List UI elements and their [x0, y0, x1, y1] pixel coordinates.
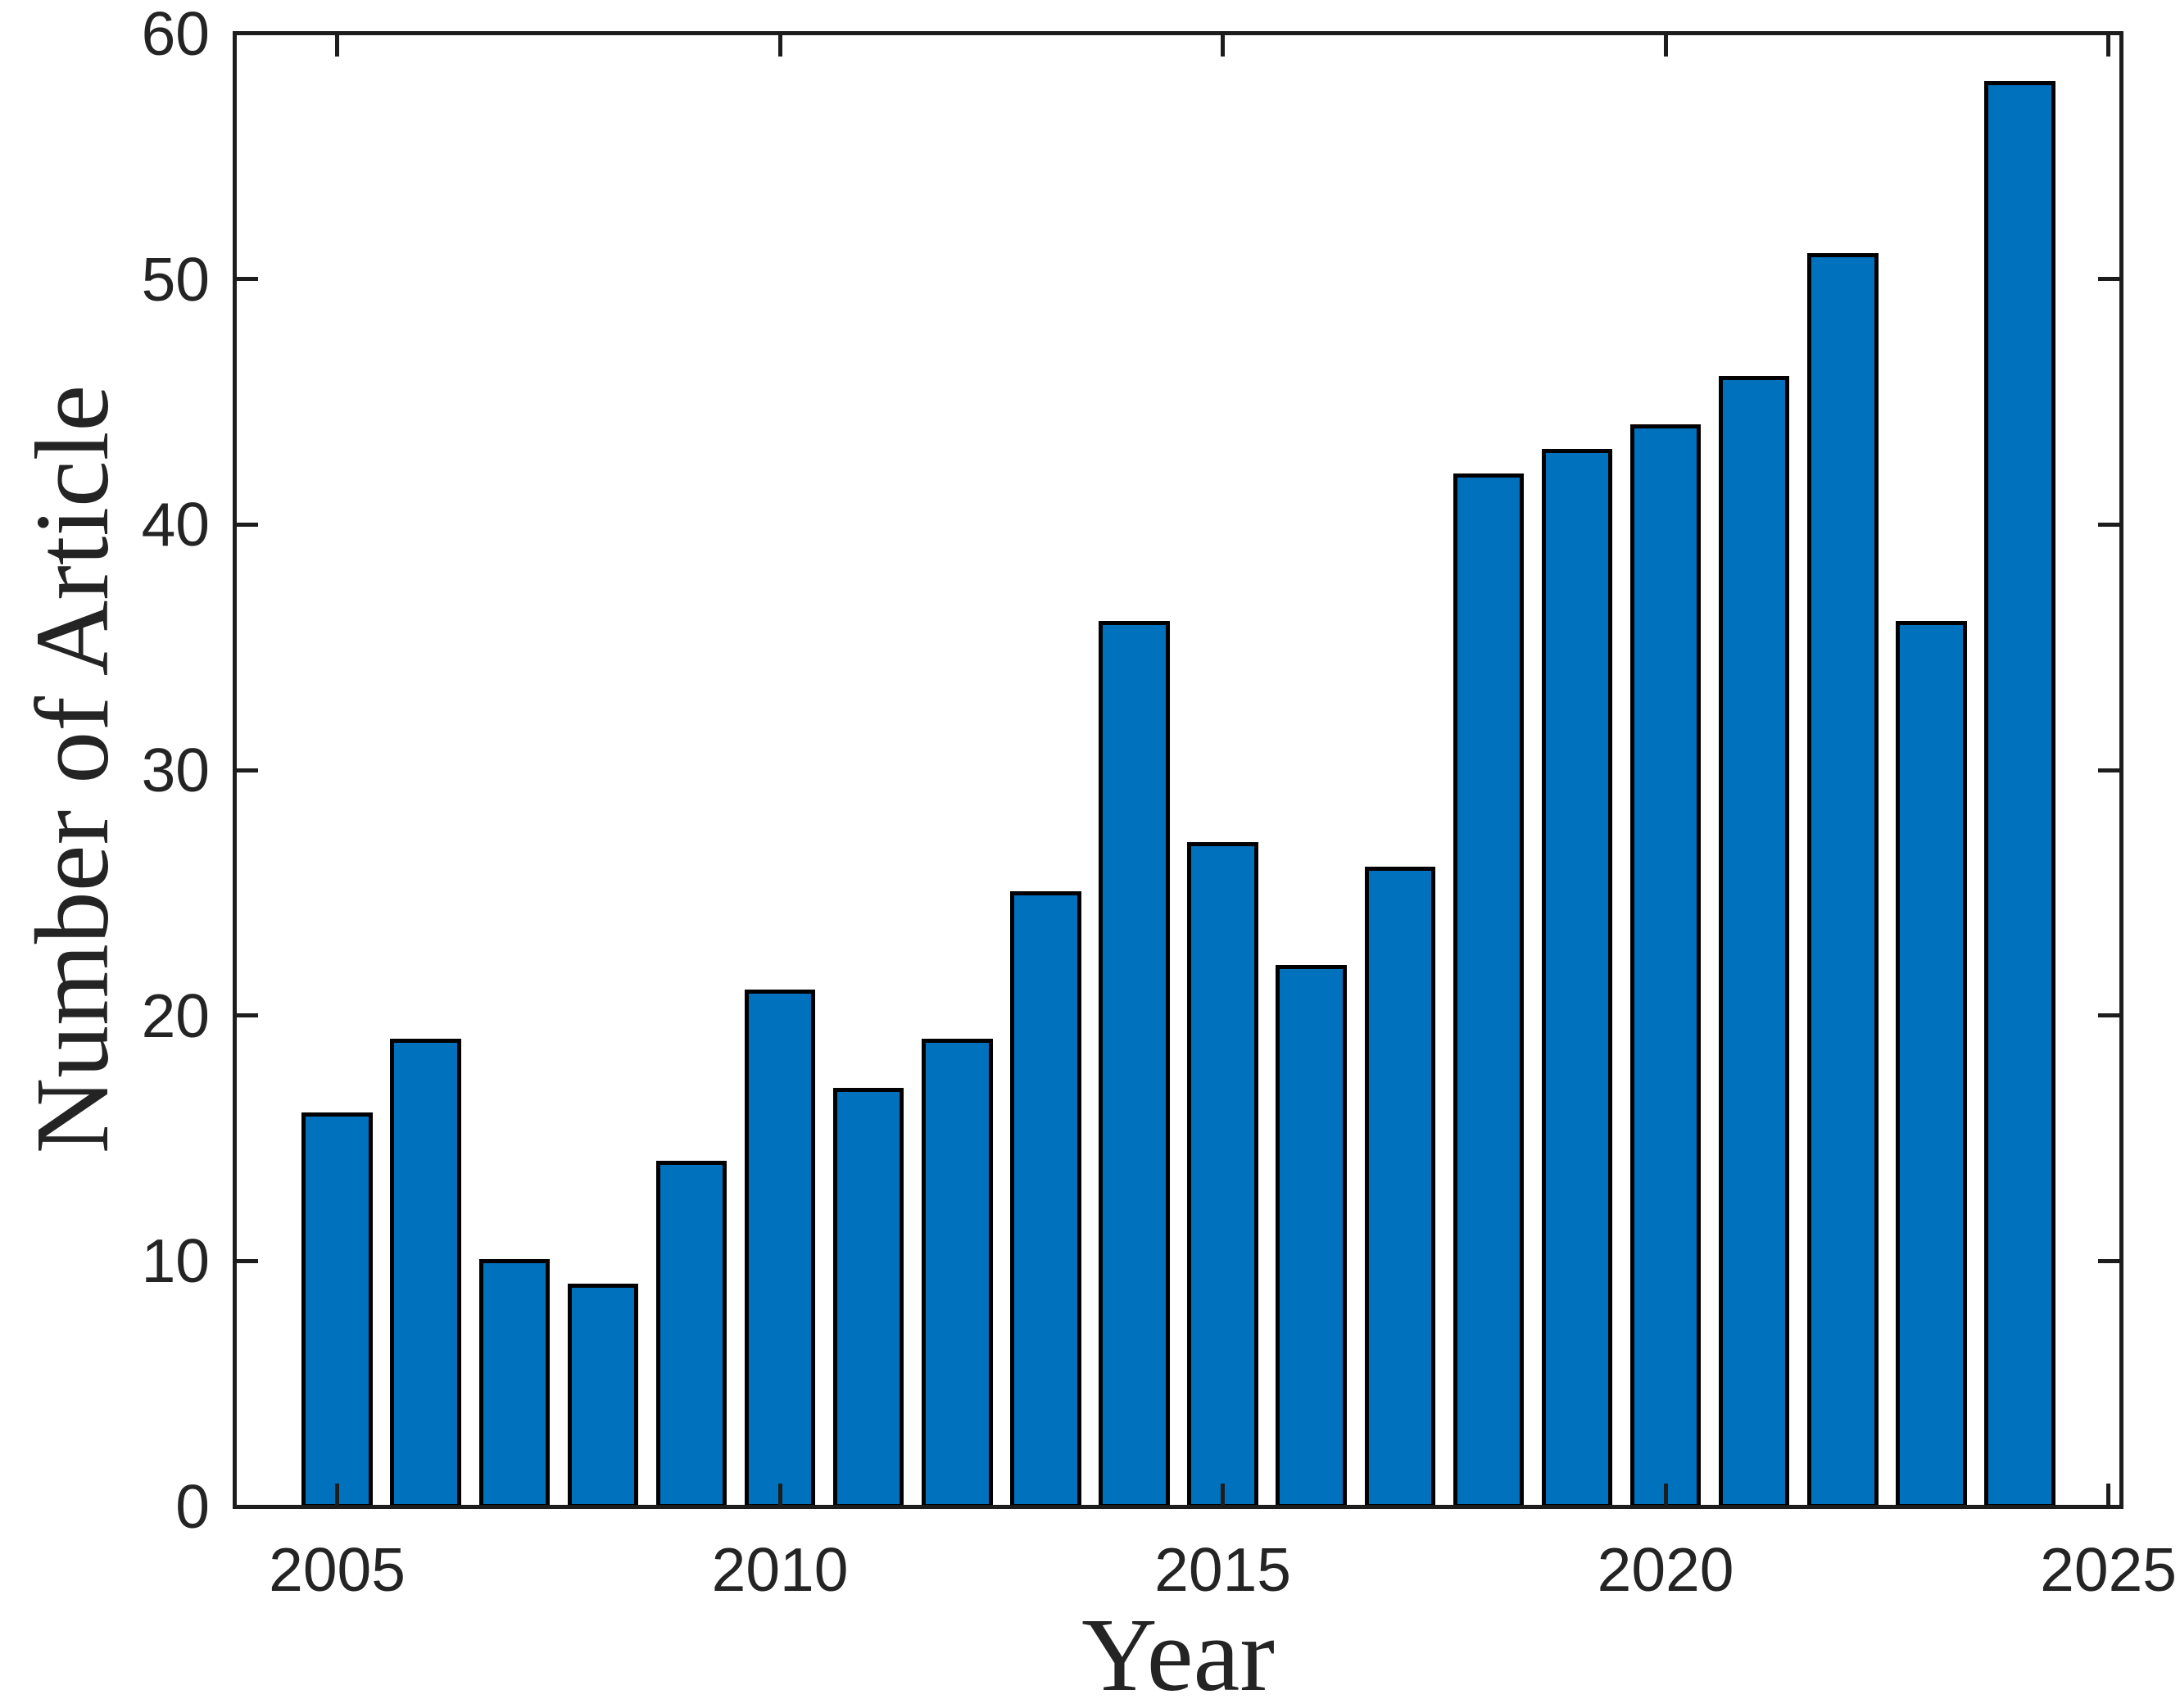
x-tick-label-2010: 2010	[711, 1535, 849, 1604]
bar-2013	[1010, 890, 1081, 1508]
y-tick-right-10	[2098, 1258, 2119, 1263]
y-tick-left-40	[237, 522, 258, 527]
bar-2006	[390, 1038, 461, 1508]
x-tick-label-2005: 2005	[269, 1535, 406, 1604]
y-tick-label-40: 40	[141, 490, 210, 560]
x-tick-bottom-2005	[335, 1484, 340, 1505]
bar-2023	[1896, 621, 1967, 1508]
bar-2009	[655, 1161, 727, 1508]
y-tick-label-10: 10	[141, 1226, 210, 1296]
y-tick-label-20: 20	[141, 981, 210, 1050]
y-tick-label-30: 30	[141, 736, 210, 804]
x-tick-top-2010	[777, 35, 782, 57]
axis-left-border	[233, 31, 237, 1509]
x-tick-label-2025: 2025	[2040, 1535, 2178, 1604]
bar-2017	[1364, 866, 1436, 1508]
bar-2011	[832, 1087, 904, 1508]
x-tick-top-2020	[1663, 35, 1668, 57]
y-tick-label-0: 0	[175, 1472, 210, 1541]
y-tick-left-20	[237, 1013, 258, 1018]
x-tick-top-2025	[2106, 35, 2111, 57]
y-tick-left-30	[237, 768, 258, 772]
x-tick-bottom-2025	[2106, 1484, 2111, 1505]
y-axis-label: Number of Article	[14, 384, 130, 1154]
bar-2018	[1453, 473, 1525, 1508]
y-tick-left-50	[237, 277, 258, 282]
bar-2007	[478, 1259, 550, 1508]
y-tick-right-30	[2098, 768, 2119, 772]
bar-2021	[1718, 375, 1790, 1508]
axis-bottom-border	[233, 1505, 2123, 1509]
bar-2019	[1541, 449, 1613, 1508]
x-tick-top-2015	[1221, 35, 1226, 57]
y-tick-left-10	[237, 1258, 258, 1263]
x-tick-bottom-2015	[1221, 1484, 1226, 1505]
x-tick-label-2020: 2020	[1597, 1535, 1734, 1604]
bar-2016	[1276, 964, 1347, 1508]
bar-2024	[1984, 80, 2055, 1508]
bar-2010	[744, 989, 816, 1508]
bar-2008	[567, 1284, 639, 1508]
bar-2014	[1099, 621, 1170, 1508]
y-tick-right-40	[2098, 522, 2119, 527]
x-tick-bottom-2010	[777, 1484, 782, 1505]
x-tick-bottom-2020	[1663, 1484, 1668, 1505]
axis-right-border	[2119, 31, 2123, 1509]
x-tick-label-2015: 2015	[1154, 1535, 1291, 1604]
y-tick-right-50	[2098, 277, 2119, 282]
bar-2020	[1629, 424, 1702, 1508]
y-tick-label-60: 60	[141, 0, 210, 68]
axis-top-border	[233, 31, 2123, 35]
bar-2005	[301, 1112, 373, 1508]
bar-2012	[922, 1038, 993, 1508]
y-tick-right-20	[2098, 1013, 2119, 1018]
x-tick-top-2005	[335, 35, 340, 57]
bar-2022	[1807, 252, 1879, 1508]
bar-2015	[1187, 841, 1258, 1508]
x-axis-label: Year	[1081, 1597, 1275, 1708]
y-tick-label-50: 50	[141, 244, 210, 314]
